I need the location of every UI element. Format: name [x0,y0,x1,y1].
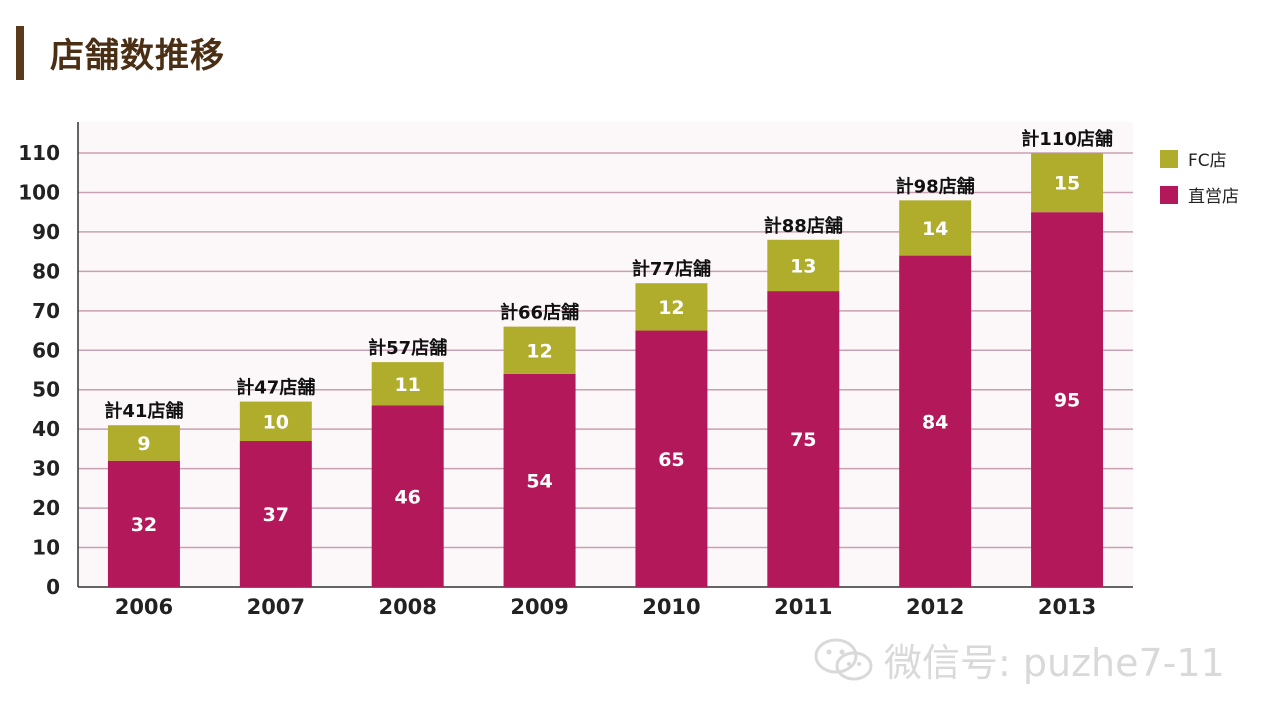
data-label-direct-2008: 46 [394,486,420,508]
y-tick-label: 90 [32,220,60,244]
bar-fc-2011 [767,239,840,292]
page-title: 店舗数推移 [50,36,225,76]
legend-swatch [1160,150,1178,168]
data-label-direct-2013: 95 [1054,390,1080,412]
bar-direct-2013 [1031,212,1104,587]
watermark-text: 微信号: puzhe7-11 [884,641,1225,685]
bar-fc-2007 [239,401,312,442]
bar-direct-2006 [107,460,180,587]
x-tick-label-2012: 2012 [906,595,964,619]
y-tick-label: 10 [32,536,60,560]
total-label-2008: 計57店舗 [368,337,447,359]
y-tick-label: 20 [32,496,60,520]
x-tick-label-2007: 2007 [247,595,305,619]
bar-direct-2009 [503,373,576,587]
data-label-fc-2013: 15 [1054,173,1080,195]
total-label-2007: 計47店舗 [236,377,315,399]
wechat-icon [814,638,873,680]
data-label-fc-2008: 11 [394,374,420,396]
watermark: 微信号: puzhe7-11 [812,632,1225,687]
total-label-2010: 計77店舗 [632,258,711,280]
bar-direct-2008 [371,405,444,587]
x-tick-label-2013: 2013 [1038,595,1096,619]
bar-fc-2009 [503,326,576,374]
bar-direct-2007 [239,441,312,587]
total-label-2006: 計41店舗 [104,400,183,422]
y-tick-label: 70 [32,299,60,323]
legend-swatch [1160,186,1178,204]
legend-label: FC店 [1188,151,1227,171]
total-label-2011: 計88店舗 [764,215,843,237]
data-label-fc-2007: 10 [263,411,289,433]
total-label-2013: 計110店舗 [1021,128,1113,150]
bar-direct-2012 [899,255,972,587]
x-tick-label-2011: 2011 [774,595,832,619]
data-label-fc-2012: 14 [922,218,948,240]
bar-fc-2010 [635,283,708,331]
x-tick-label-2008: 2008 [378,595,436,619]
data-label-direct-2010: 65 [658,449,684,471]
data-label-direct-2009: 54 [526,470,552,492]
legend-label: 直営店 [1188,187,1239,207]
bar-fc-2012 [899,200,972,256]
data-label-direct-2012: 84 [922,411,948,433]
y-tick-label: 0 [46,575,60,599]
y-tick-label: 80 [32,259,60,283]
y-tick-label: 50 [32,378,60,402]
data-label-fc-2010: 12 [658,297,684,319]
data-label-direct-2007: 37 [263,504,289,526]
bar-direct-2011 [767,291,840,587]
y-tick-label: 100 [18,180,60,204]
bar-fc-2006 [107,425,180,461]
y-tick-label: 30 [32,457,60,481]
y-tick-label: 110 [18,141,60,165]
y-tick-label: 40 [32,417,60,441]
data-label-direct-2011: 75 [790,429,816,451]
bar-fc-2008 [371,362,444,406]
data-label-fc-2006: 9 [137,433,150,455]
x-tick-label-2006: 2006 [115,595,173,619]
total-label-2012: 計98店舗 [896,175,975,197]
bar-direct-2010 [635,330,708,587]
data-label-fc-2011: 13 [790,255,816,277]
title-accent-bar [16,26,24,80]
x-tick-label-2010: 2010 [642,595,700,619]
data-label-direct-2006: 32 [131,514,157,536]
bar-fc-2013 [1031,153,1104,213]
data-label-fc-2009: 12 [526,340,552,362]
total-label-2009: 計66店舗 [500,302,579,324]
y-tick-label: 60 [32,338,60,362]
x-tick-label-2009: 2009 [510,595,568,619]
